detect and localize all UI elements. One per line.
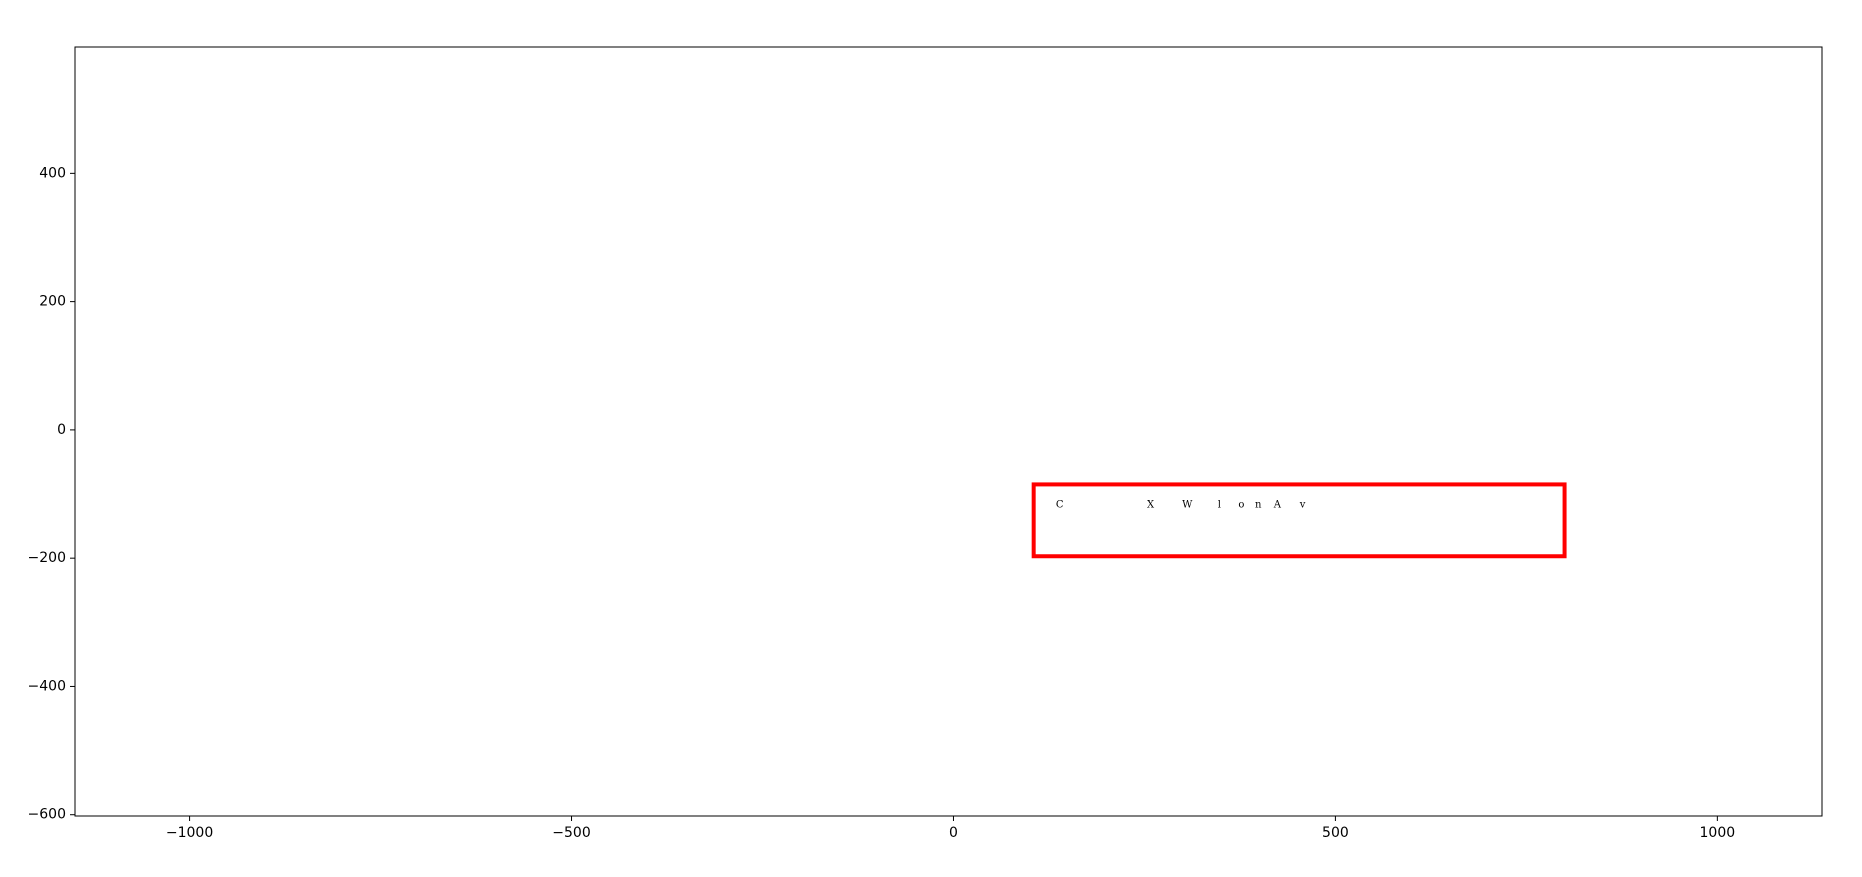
annotation: X bbox=[1147, 499, 1155, 510]
annotation: C bbox=[1056, 499, 1064, 510]
annotation: A bbox=[1273, 499, 1282, 510]
x-tick-label: 0 bbox=[949, 825, 958, 841]
highlight-box bbox=[1031, 482, 1567, 559]
y-tick-label: −200 bbox=[28, 550, 66, 566]
annotation: W bbox=[1182, 499, 1193, 510]
annotation: o bbox=[1238, 499, 1244, 510]
annotation: l bbox=[1218, 499, 1221, 510]
x-tick-label: 500 bbox=[1322, 825, 1349, 841]
annotation: n bbox=[1255, 499, 1262, 510]
y-tick-label: 200 bbox=[39, 294, 66, 310]
x-tick-label: −1000 bbox=[166, 825, 213, 841]
y-tick-label: 400 bbox=[39, 165, 66, 181]
annotation: v bbox=[1299, 499, 1306, 510]
x-tick-label: −500 bbox=[552, 825, 590, 841]
plot-frame bbox=[74, 46, 1823, 817]
y-tick-label: −400 bbox=[28, 678, 66, 694]
y-tick-label: 0 bbox=[57, 422, 66, 438]
y-tick-label: −600 bbox=[28, 807, 66, 823]
x-tick-label: 1000 bbox=[1700, 825, 1736, 841]
